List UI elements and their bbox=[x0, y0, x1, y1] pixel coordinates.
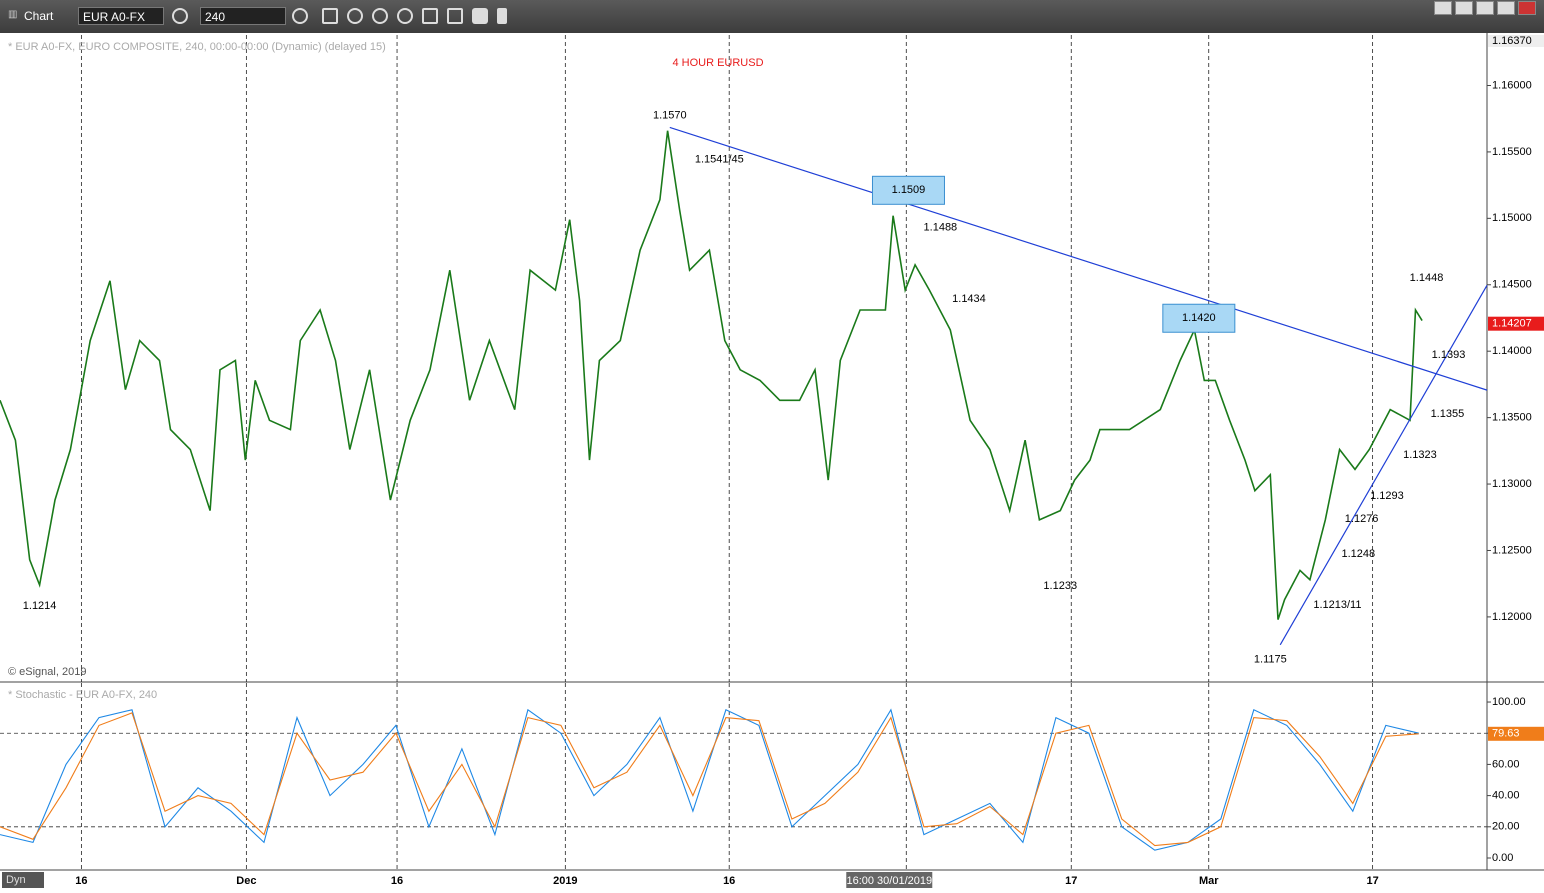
annotation: 1.1393 bbox=[1432, 349, 1466, 361]
annotation: 1.1434 bbox=[952, 293, 986, 305]
annotation: 1.1355 bbox=[1431, 408, 1465, 420]
cursor-label-bg bbox=[846, 872, 933, 888]
trendline bbox=[669, 126, 1488, 391]
y-tick-label: 100.00 bbox=[1492, 696, 1526, 708]
annotation: 1.1233 bbox=[1043, 580, 1077, 592]
last-value-label: 1.14207 bbox=[1492, 318, 1532, 330]
annotation: 1.1541/45 bbox=[695, 153, 744, 165]
draw-button[interactable] bbox=[322, 8, 338, 24]
subtitle: * EUR A0-FX, EURO COMPOSITE, 240, 00:00-… bbox=[8, 41, 386, 53]
max-button[interactable] bbox=[1476, 1, 1494, 15]
close-button[interactable] bbox=[1518, 1, 1536, 15]
annotation-box bbox=[1162, 303, 1236, 333]
corner-box bbox=[2, 872, 44, 888]
x-tick-label: 16:00 30/01/2019 bbox=[846, 875, 932, 887]
y-tick-label: 20.00 bbox=[1492, 821, 1520, 833]
top-value-label: 1.16370 bbox=[1492, 35, 1532, 47]
annotation: 1.1488 bbox=[924, 221, 958, 233]
annotation: 1.1248 bbox=[1341, 548, 1375, 560]
study-button[interactable] bbox=[347, 8, 363, 24]
alert-button[interactable] bbox=[397, 8, 413, 24]
annotation: 1.1175 bbox=[1254, 654, 1287, 666]
min-button[interactable] bbox=[1497, 1, 1515, 15]
chart: 16 Dec 16 2019 16 16:00 30/01/2019 17 Mar 17 1.12… bbox=[0, 33, 1544, 893]
y-tick-label: 1.14500 bbox=[1492, 279, 1532, 291]
time-button[interactable] bbox=[292, 8, 308, 24]
x-tick-label: 17 bbox=[1065, 875, 1077, 887]
x-tick-label: 16 bbox=[75, 875, 87, 887]
background bbox=[0, 33, 1544, 893]
y-tick-label: 0.00 bbox=[1492, 852, 1513, 864]
interval-input[interactable]: 240 bbox=[200, 7, 286, 25]
y-tick-label: 1.15500 bbox=[1492, 146, 1532, 158]
window-title: Chart bbox=[24, 9, 54, 23]
annotation: 1.1420 bbox=[1182, 312, 1216, 324]
facebook-button[interactable] bbox=[497, 8, 507, 24]
link-button[interactable] bbox=[422, 8, 438, 24]
y-tick-label: 1.14000 bbox=[1492, 345, 1532, 357]
annotation: 1.1213/11 bbox=[1313, 599, 1361, 611]
restore-button[interactable] bbox=[1455, 1, 1473, 15]
trendline bbox=[1279, 284, 1488, 646]
x-tick-label: Mar bbox=[1199, 875, 1219, 887]
y-tick-label: 1.12500 bbox=[1492, 544, 1532, 556]
x-tick-label: 16 bbox=[723, 875, 735, 887]
y-tick-label: 1.12000 bbox=[1492, 611, 1532, 623]
symbol-input[interactable]: EUR A0-FX bbox=[78, 7, 164, 25]
last-value-box bbox=[1488, 726, 1544, 741]
toolbar: ▥ Chart EUR A0-FX 240 bbox=[0, 0, 1544, 33]
subtitle: * Stochastic - EUR A0-FX, 240 bbox=[8, 689, 157, 701]
last-value-box bbox=[1488, 316, 1544, 331]
chat-button[interactable] bbox=[447, 8, 463, 24]
y-tick-label: 40.00 bbox=[1492, 790, 1520, 802]
x-tick-label: 16 bbox=[391, 875, 403, 887]
y-tick-label: 1.15000 bbox=[1492, 212, 1532, 224]
series-line bbox=[0, 130, 1423, 620]
help-button[interactable] bbox=[1434, 1, 1452, 15]
icon: ▥ bbox=[8, 9, 18, 20]
chart-title: 4 HOUR EURUSD bbox=[672, 57, 763, 69]
annotation: 1.1276 bbox=[1345, 513, 1379, 525]
twitter-button[interactable] bbox=[472, 8, 488, 24]
annotation: 1.1448 bbox=[1410, 272, 1444, 284]
annotation: 1.1570 bbox=[653, 109, 687, 121]
annotation-box bbox=[871, 175, 945, 205]
corner-label: Dyn bbox=[6, 874, 26, 886]
y-tick-label: 1.16000 bbox=[1492, 79, 1532, 91]
last-value-label: 79.63 bbox=[1492, 728, 1520, 740]
x-tick-label: 2019 bbox=[553, 875, 577, 887]
annotation: 1.1214 bbox=[23, 600, 57, 612]
credit: © eSignal, 2019 bbox=[8, 666, 86, 678]
series-line bbox=[0, 708, 1419, 851]
y-tick-label: 1.13000 bbox=[1492, 478, 1532, 490]
annotation: 1.1509 bbox=[892, 184, 926, 196]
x-tick-label: Dec bbox=[236, 875, 256, 887]
y-tick-label: 1.13500 bbox=[1492, 412, 1532, 424]
annotation: 1.1323 bbox=[1403, 449, 1437, 461]
top-value-box bbox=[1488, 35, 1544, 47]
play-button[interactable] bbox=[372, 8, 388, 24]
y-tick-label: 60.00 bbox=[1492, 758, 1520, 770]
settings-button[interactable] bbox=[172, 8, 188, 24]
annotation: 1.1293 bbox=[1370, 490, 1404, 502]
x-tick-label: 17 bbox=[1366, 875, 1378, 887]
series-line bbox=[0, 712, 1419, 847]
